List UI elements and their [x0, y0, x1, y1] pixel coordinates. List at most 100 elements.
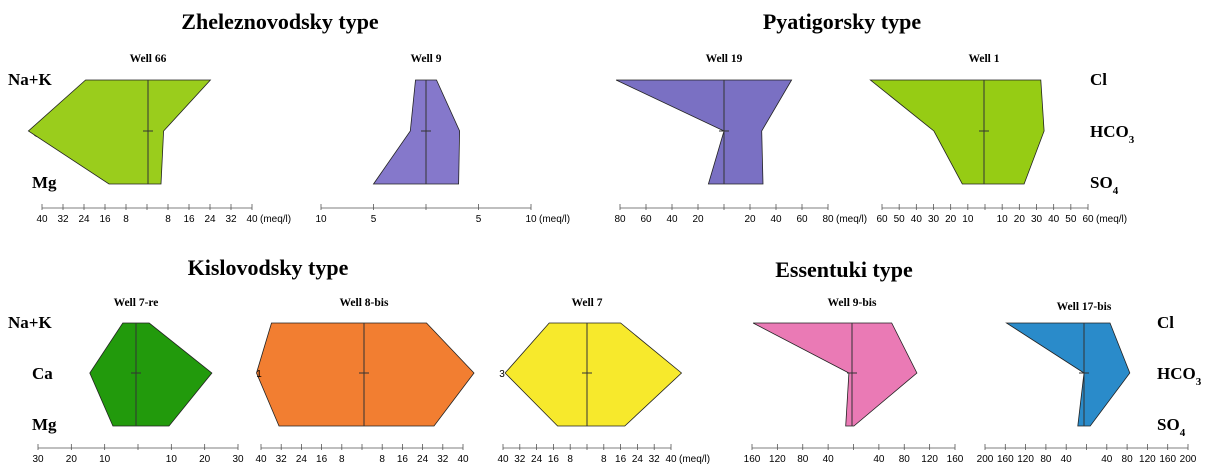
well-title: Well 19 [706, 53, 743, 65]
tick-label: 5 [476, 214, 482, 225]
tick-label: 120 [921, 454, 938, 465]
tick-label: 160 [947, 454, 964, 465]
cation-label: Na+K [8, 313, 52, 332]
tick-label: 24 [417, 454, 429, 465]
tick-label: 8 [379, 454, 385, 465]
unit-label: (meq/l) [260, 214, 291, 225]
tick-label: 8 [165, 214, 171, 225]
tick-label: 20 [692, 214, 704, 225]
tick-label: 120 [1017, 454, 1034, 465]
tick-label: 8 [567, 454, 573, 465]
tick-label: 40 [255, 454, 267, 465]
group-title: Zheleznovodsky type [181, 9, 379, 34]
tick-label: 32 [514, 454, 526, 465]
unit-label: (meq/l) [1096, 214, 1127, 225]
tick-label: 30 [32, 454, 44, 465]
tick-label: 60 [640, 214, 652, 225]
tick-label: 30 [1031, 214, 1043, 225]
tick-label: 200 [1180, 454, 1197, 465]
unit-label: (meq/l) [539, 214, 570, 225]
cation-label: Ca [32, 364, 53, 383]
well-title: Well 8-bis [340, 297, 389, 309]
anion-label: HCO3 [1157, 364, 1202, 388]
tick-label: 80 [797, 454, 809, 465]
well-polygon [27, 79, 212, 185]
tick-label: 30 [232, 454, 244, 465]
anion-label: SO4 [1090, 173, 1119, 197]
tick-label: 32 [649, 454, 661, 465]
tick-label: 40 [457, 454, 469, 465]
tick-label: 40 [1061, 454, 1073, 465]
tick-label: 40 [665, 454, 677, 465]
tick-label: 40 [770, 214, 782, 225]
tick-label: 32 [57, 214, 69, 225]
well-polygon [615, 79, 793, 185]
tick-label: 20 [945, 214, 957, 225]
tick-label: 160 [744, 454, 761, 465]
anion-label: SO4 [1157, 415, 1186, 439]
tick-label: 8 [123, 214, 129, 225]
tick-label: 5 [371, 214, 377, 225]
tick-label: 30 [928, 214, 940, 225]
tick-label: 20 [1014, 214, 1026, 225]
tick-label: 80 [899, 454, 911, 465]
tick-label: 80 [1122, 454, 1134, 465]
well-polygon [256, 322, 475, 427]
unit-label: (meq/l) [836, 214, 867, 225]
tick-label: 80 [1040, 454, 1052, 465]
well-title: Well 17-bis [1057, 301, 1112, 313]
tick-label: 10 [997, 214, 1009, 225]
tick-label: 200 [977, 454, 994, 465]
well-polygon [89, 322, 213, 427]
tick-label: 120 [1139, 454, 1156, 465]
tick-label: 24 [531, 454, 543, 465]
tick-label: 20 [744, 214, 756, 225]
group-title: Kislovodsky type [188, 255, 349, 280]
well-polygon [1005, 322, 1131, 427]
cation-label: Mg [32, 173, 57, 192]
tick-label: 50 [894, 214, 906, 225]
tick-label: 40 [873, 454, 885, 465]
tick-label: 160 [1159, 454, 1176, 465]
tick-label: 24 [632, 454, 644, 465]
tick-label: 32 [225, 214, 237, 225]
tick-label: 60 [876, 214, 888, 225]
well-title: Well 9-bis [828, 297, 877, 309]
tick-label: 60 [1082, 214, 1094, 225]
tick-label: 8 [339, 454, 345, 465]
tick-label: 10 [99, 454, 111, 465]
tick-label: 50 [1065, 214, 1077, 225]
tick-label: 40 [911, 214, 923, 225]
tick-label: 10 [315, 214, 327, 225]
well-title: Well 66 [130, 53, 167, 65]
tick-label: 40 [1101, 454, 1113, 465]
tick-label: 16 [183, 214, 195, 225]
tick-label: 24 [204, 214, 216, 225]
tick-label: 8 [601, 454, 607, 465]
tick-label: 16 [316, 454, 328, 465]
well-title: Well 7-re [114, 297, 159, 309]
tick-label: 10 [525, 214, 537, 225]
group-title: Pyatigorsky type [763, 9, 922, 34]
tick-label: 40 [823, 454, 835, 465]
well-title: Well 1 [969, 53, 1000, 65]
tick-label: 16 [99, 214, 111, 225]
tick-label: 20 [199, 454, 211, 465]
anion-label: Cl [1090, 70, 1107, 89]
tick-label: 40 [1048, 214, 1060, 225]
tick-label: 16 [615, 454, 627, 465]
well-polygon [869, 79, 1045, 185]
unit-label: (meq/l) [679, 454, 710, 465]
anion-label: HCO3 [1090, 122, 1135, 146]
tick-label: 120 [769, 454, 786, 465]
tick-label: 32 [437, 454, 449, 465]
tick-label: 60 [796, 214, 808, 225]
cation-label: Na+K [8, 70, 52, 89]
tick-label: 24 [296, 454, 308, 465]
edge-mark: 3 [499, 369, 505, 380]
tick-label: 10 [962, 214, 974, 225]
tick-label: 32 [276, 454, 288, 465]
tick-label: 16 [548, 454, 560, 465]
group-title: Essentuki type [775, 257, 913, 282]
